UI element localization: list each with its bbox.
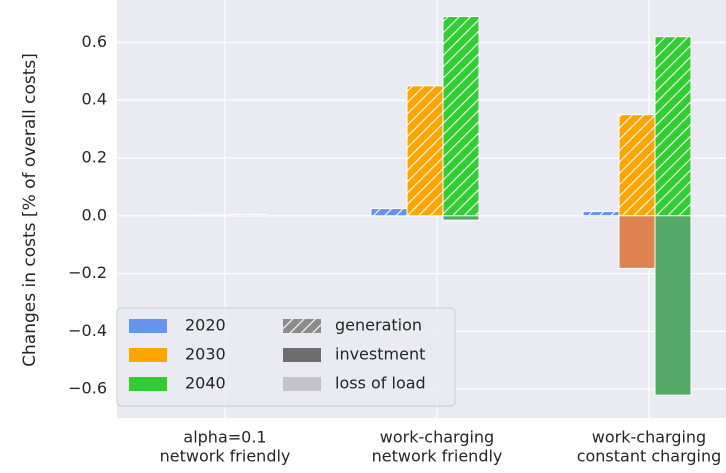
bar-segment bbox=[442, 215, 480, 221]
legend-label: generation bbox=[335, 316, 422, 335]
bar-segment bbox=[406, 85, 444, 217]
legend-swatch bbox=[283, 377, 321, 391]
legend-swatch bbox=[129, 348, 167, 362]
y-tick-label: −0.6 bbox=[68, 379, 107, 398]
x-tick-label: network friendly bbox=[372, 447, 503, 466]
bar-segment bbox=[582, 215, 620, 218]
legend-swatch bbox=[283, 319, 321, 333]
x-tick-label: network friendly bbox=[160, 447, 291, 466]
legend-swatch bbox=[129, 319, 167, 333]
bar-segment bbox=[654, 215, 692, 396]
bar-segment bbox=[158, 214, 196, 217]
y-tick-label: 0.2 bbox=[82, 148, 107, 167]
bar-segment bbox=[654, 36, 692, 217]
legend-swatch bbox=[283, 348, 321, 362]
legend-label: 2030 bbox=[185, 345, 226, 364]
y-tick-label: 0.6 bbox=[82, 32, 107, 51]
bar-segment bbox=[194, 214, 232, 217]
bar-segment bbox=[582, 210, 620, 217]
bar-segment bbox=[442, 15, 480, 217]
bar-segment bbox=[618, 215, 656, 269]
y-tick-label: 0.4 bbox=[82, 90, 107, 109]
x-tick-label: constant charging bbox=[577, 447, 722, 466]
bar-segment bbox=[370, 208, 408, 217]
legend-label: investment bbox=[335, 345, 425, 364]
x-tick-label: work-charging bbox=[592, 428, 706, 447]
x-tick-label: work-charging bbox=[380, 428, 494, 447]
y-tick-label: −0.2 bbox=[68, 263, 107, 282]
legend-label: 2040 bbox=[185, 374, 226, 393]
legend-label: loss of load bbox=[335, 374, 426, 393]
y-axis-label: Changes in costs [% of overall costs] bbox=[20, 53, 40, 367]
bar-segment bbox=[618, 114, 656, 217]
y-tick-label: −0.4 bbox=[68, 321, 107, 340]
legend-swatch bbox=[129, 377, 167, 391]
legend-label: 2020 bbox=[185, 316, 226, 335]
y-tick-label: 0.0 bbox=[82, 205, 107, 224]
bar-segment bbox=[230, 214, 268, 217]
x-tick-label: alpha=0.1 bbox=[183, 428, 266, 447]
